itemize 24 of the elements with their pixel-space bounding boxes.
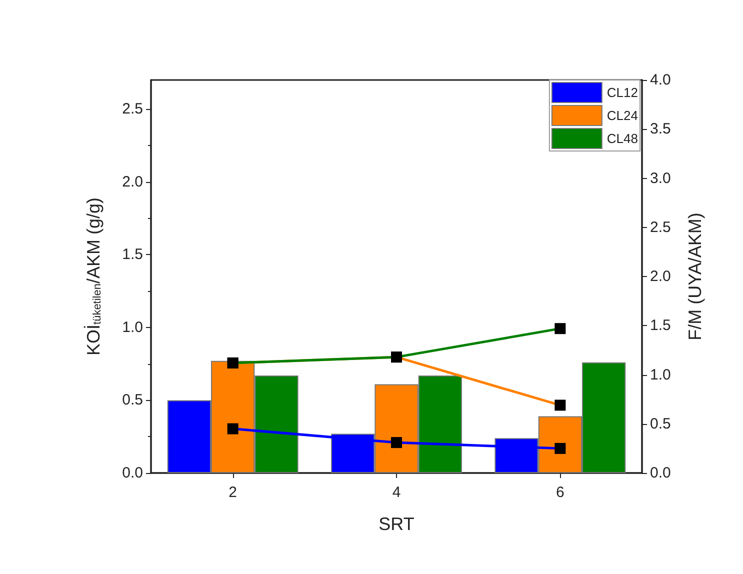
x-tick-label: 2	[228, 484, 238, 501]
y2-tick-label: 1.5	[650, 317, 671, 334]
y2-tick-label: 1.0	[650, 366, 671, 384]
y2-tick-label: 3.5	[650, 120, 671, 138]
x-tick-label: 6	[556, 484, 564, 501]
y2-tick-label: 3.0	[650, 170, 671, 187]
y2-tick-label: 0.5	[650, 415, 671, 432]
y2-axis-title: F/M (UYA/AKM)	[685, 212, 705, 340]
y-tick-label: 0.0	[122, 464, 143, 482]
legend-label: CL48	[606, 131, 638, 146]
x-axis-title: SRT	[378, 514, 414, 534]
y-tick-label: 1.0	[122, 318, 143, 336]
y-tick-label: 2.5	[122, 100, 143, 118]
y2-tick-label: 4.0	[650, 72, 671, 88]
x-tick-label: 4	[392, 484, 401, 501]
y-tick-label: 0.5	[122, 392, 143, 409]
y-axis-title: KOİtüketilen/AKM (g/g)	[84, 197, 104, 356]
legend-label: CL12	[606, 85, 638, 100]
legend-label: CL24	[606, 108, 638, 123]
y-tick-label: 1.5	[122, 246, 143, 264]
y2-tick-label: 0.0	[650, 464, 671, 482]
y-tick-label: 2.0	[122, 173, 143, 190]
y2-tick-label: 2.5	[650, 218, 671, 236]
y2-tick-label: 2.0	[650, 268, 671, 285]
